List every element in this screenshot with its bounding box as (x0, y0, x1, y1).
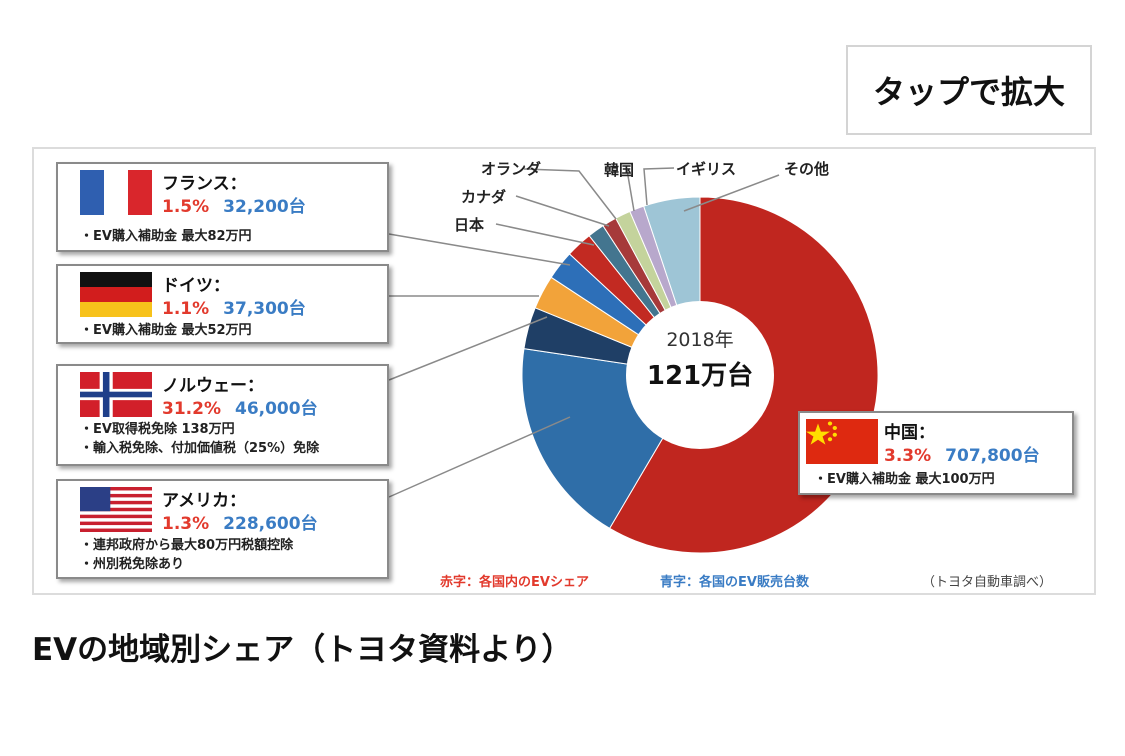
card-germany: ドイツ： 1.1% 37,300台 ・EV購入補助金 最大52万円 (56, 264, 389, 344)
ev-share: 1.5% (162, 197, 210, 217)
pie-label-other: その他 (784, 160, 830, 178)
ev-share: 1.1% (162, 299, 210, 319)
ev-sales: 46,000台 (234, 399, 318, 419)
leader-line-netherlands (523, 168, 617, 220)
ev-sales: 32,200台 (223, 197, 306, 217)
card-china: 中国： 3.3% 707,800台 ・EV購入補助金 最大100万円 (798, 411, 1074, 495)
germany-flag-icon (80, 272, 152, 317)
country-name: ノルウェー： (162, 376, 264, 396)
leader-lines (388, 167, 780, 498)
leader-line-canada (515, 195, 610, 227)
ev-sales: 37,300台 (223, 299, 306, 319)
pie-center-total: 121万台 (646, 361, 754, 391)
leader-line-usa (388, 416, 571, 498)
card-usa: アメリカ： 1.3% 228,600台 ・連邦政府から最大80万円税額控除 ・州別… (56, 479, 389, 579)
ev-share: 3.3% (884, 446, 932, 466)
leader-line-japan (495, 223, 595, 246)
ev-share-figure[interactable]: 日本 カナダ オランダ 韓国 イギリス その他 2018年 121万台 フランス… (32, 147, 1096, 595)
legend-blue-sales: 青字：各国のEV販売台数 (660, 575, 809, 590)
leader-line-korea (626, 169, 635, 212)
norway-flag-icon (80, 372, 152, 417)
leader-line-norway (388, 316, 548, 381)
policy-note: ・連邦政府から最大80万円税額控除 (80, 538, 294, 553)
pie-label-netherlands: オランダ (481, 160, 542, 178)
pie-label-korea: 韓国 (604, 161, 635, 179)
card-norway: ノルウェー： 31.2% 46,000台 ・EV取得税免除 138万円 ・輸入税免… (56, 364, 389, 466)
pie-label-japan: 日本 (454, 216, 485, 234)
policy-note: ・EV購入補助金 最大100万円 (814, 472, 995, 487)
country-name: 中国： (884, 423, 935, 443)
pie-center-year: 2018年 (666, 329, 734, 351)
country-name: ドイツ： (162, 276, 230, 296)
policy-note: ・EV購入補助金 最大82万円 (80, 229, 252, 244)
country-name: アメリカ： (162, 491, 247, 511)
policy-note: ・EV購入補助金 最大52万円 (80, 323, 252, 338)
ev-sales: 228,600台 (223, 514, 318, 534)
france-flag-icon (80, 170, 152, 215)
policy-note: ・州別税免除あり (80, 557, 185, 572)
tap-to-enlarge-button[interactable]: タップで拡大 (846, 45, 1092, 135)
figure-caption: EVの地域別シェア（トヨタ資料より） (32, 632, 573, 668)
ev-sales: 707,800台 (945, 446, 1040, 466)
policy-note: ・EV取得税免除 138万円 (80, 422, 235, 437)
legend-red-share: 赤字：各国内のEVシェア (440, 575, 589, 590)
leader-line-other (683, 174, 780, 212)
china-flag-icon (806, 419, 878, 464)
ev-share: 1.3% (162, 514, 210, 534)
pie-label-uk: イギリス (676, 160, 737, 178)
policy-note: ・輸入税免除、付加価値税（25%）免除 (80, 441, 320, 456)
card-france: フランス： 1.5% 32,200台 ・EV購入補助金 最大82万円 (56, 162, 389, 252)
usa-flag-icon (80, 487, 152, 532)
pie-label-canada: カナダ (461, 188, 507, 206)
pie-center-hole (626, 301, 774, 449)
leader-line-uk (643, 167, 675, 206)
country-name: フランス： (162, 174, 247, 194)
ev-share: 31.2% (162, 399, 221, 419)
leader-line-france (388, 233, 571, 266)
source-note: （トヨタ自動車調べ） (922, 575, 1053, 590)
